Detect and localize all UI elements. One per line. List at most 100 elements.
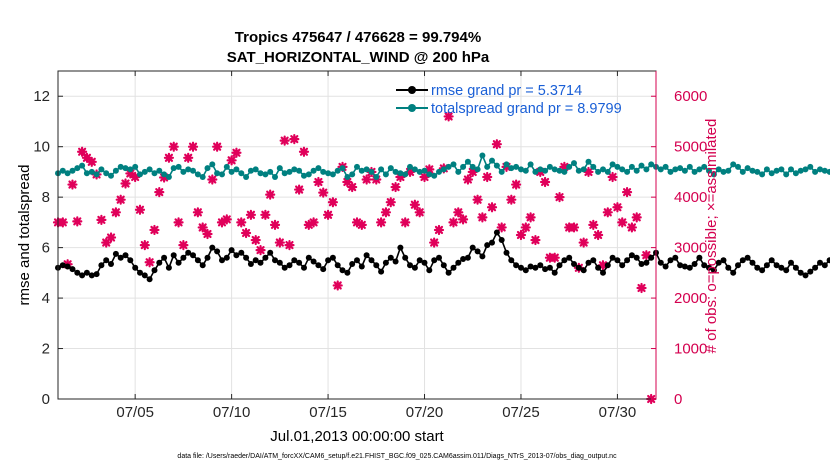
totalspread-point: [643, 166, 650, 173]
totalspread-point: [667, 168, 674, 175]
rmse-point: [69, 266, 76, 273]
rmse-point: [301, 264, 307, 271]
totalspread-point: [329, 171, 336, 178]
totalspread-series: [55, 152, 830, 180]
rmse-point: [59, 262, 66, 269]
totalspread-point: [252, 166, 259, 173]
totalspread-point: [132, 163, 139, 170]
totalspread-point: [199, 174, 206, 180]
rmse-point: [580, 267, 587, 274]
obs-point: [472, 194, 483, 205]
obs-point: [192, 207, 203, 218]
totalspread-point: [151, 170, 158, 177]
obs-point: [356, 219, 367, 231]
obs-point: [404, 166, 416, 178]
totalspread-point: [749, 167, 756, 174]
y-right-tick-label: 1000: [674, 341, 707, 358]
rmse-point: [117, 254, 124, 261]
obs-point: [467, 166, 478, 178]
rmse-point: [132, 264, 139, 271]
obs-point: [279, 135, 290, 146]
rmse-point: [339, 267, 346, 274]
totalspread-point: [165, 174, 172, 180]
totalspread-point: [585, 158, 592, 165]
obs-point: [636, 282, 647, 294]
obs-point: [491, 139, 502, 150]
totalspread-point: [672, 166, 679, 173]
y-right-tick-label: 5000: [674, 139, 707, 156]
rmse-point: [387, 254, 394, 261]
totalspread-point: [339, 165, 346, 172]
rmse-point: [455, 259, 462, 266]
legend-spread-marker: [408, 104, 416, 112]
obs-point: [429, 237, 440, 248]
left-axis-ticks: 0 2 4 6 8 10 12: [33, 88, 63, 408]
rmse-point: [354, 257, 360, 264]
rmse-point: [590, 257, 597, 264]
obs-point: [631, 212, 642, 223]
rmse-point: [243, 254, 250, 261]
rmse-point: [416, 257, 423, 264]
obs-point: [457, 214, 469, 225]
rmse-point: [739, 257, 746, 264]
obs-point: [602, 207, 613, 218]
totalspread-point: [59, 167, 66, 174]
rmse-point: [151, 267, 158, 274]
totalspread-point: [479, 152, 486, 159]
y-right-tick-label: 6000: [674, 88, 707, 105]
totalspread-point: [122, 165, 129, 172]
obs-point: [294, 184, 305, 195]
rmse-point: [600, 269, 606, 276]
rmse-point: [595, 264, 602, 271]
totalspread-point: [735, 163, 741, 170]
rmse-point: [773, 262, 780, 269]
rmse-point: [122, 252, 129, 259]
rmse-point: [537, 262, 544, 269]
obs-point: [245, 209, 257, 220]
rmse-point: [614, 257, 621, 264]
rmse-point: [315, 262, 322, 269]
x-tick-label: 07/10: [213, 404, 251, 421]
obs-point: [559, 161, 570, 172]
rmse-point: [720, 257, 727, 264]
rmse-point: [325, 257, 332, 264]
totalspread-point: [146, 166, 153, 173]
totalspread-point: [190, 167, 196, 174]
obs-point: [462, 174, 474, 185]
totalspread-point: [792, 170, 799, 177]
obs-point: [554, 192, 565, 203]
obs-point: [274, 237, 285, 248]
x-axis-ticks: 07/05 07/10 07/15 07/20 07/25 07/30: [116, 71, 636, 421]
totalspread-point: [768, 170, 775, 177]
totalspread-point: [590, 163, 597, 170]
rmse-point: [609, 254, 616, 261]
totalspread-point: [204, 165, 211, 172]
totalspread-point: [633, 167, 640, 174]
rmse-point: [749, 259, 756, 266]
totalspread-point: [286, 168, 293, 175]
totalspread-point: [378, 166, 385, 173]
obs-point: [125, 168, 136, 179]
rmse-point: [334, 262, 341, 269]
legend-rmse-marker: [408, 86, 416, 94]
totalspread-point: [431, 172, 438, 179]
rmse-point: [98, 262, 105, 269]
rmse-point: [681, 263, 688, 270]
totalspread-point: [358, 167, 365, 174]
rmse-point: [585, 259, 592, 266]
totalspread-point: [460, 163, 467, 170]
obs-point: [578, 237, 589, 248]
totalspread-point: [88, 168, 95, 175]
obs-point: [414, 207, 425, 218]
totalspread-point: [64, 170, 71, 177]
totalspread-point: [421, 167, 428, 174]
totalspread-point: [436, 168, 442, 175]
totalspread-point: [513, 163, 520, 170]
rmse-point: [696, 254, 703, 261]
y-left-tick-label: 8: [42, 189, 50, 206]
rmse-point: [161, 254, 168, 261]
rmse-point: [677, 262, 684, 269]
obs-point: [168, 141, 179, 152]
right-axis-ticks: 0 1000 2000 3000 4000 5000 6000: [651, 88, 707, 408]
rmse-point: [706, 264, 712, 271]
